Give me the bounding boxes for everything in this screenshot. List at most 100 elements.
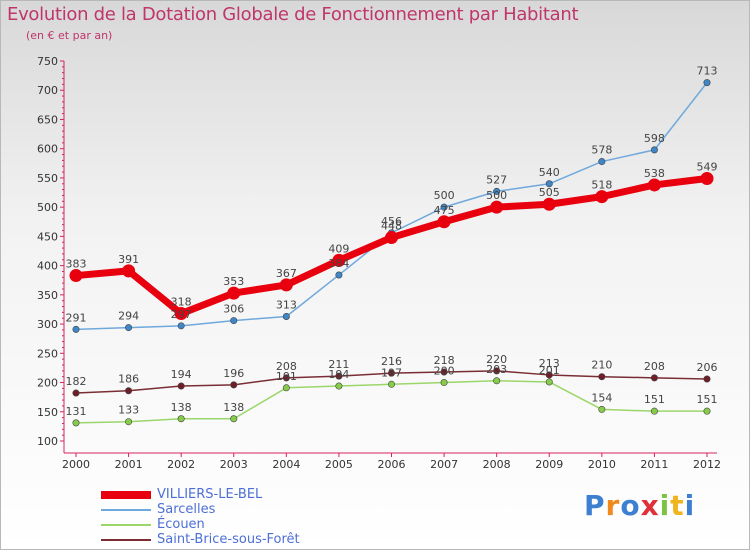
data-label: 154 xyxy=(591,391,612,404)
legend-swatch xyxy=(101,523,151,526)
data-label: 294 xyxy=(118,310,139,323)
data-label: 538 xyxy=(644,167,665,180)
data-point xyxy=(122,264,136,278)
data-point xyxy=(650,374,658,382)
data-point xyxy=(282,384,290,392)
data-label: 713 xyxy=(697,65,718,78)
data-point xyxy=(335,372,343,380)
legend-label: VILLIERS-LE-BEL xyxy=(157,487,263,502)
data-point xyxy=(493,367,501,375)
data-label: 500 xyxy=(434,189,455,202)
data-label: 151 xyxy=(697,393,718,406)
data-point xyxy=(545,180,553,188)
data-label: 391 xyxy=(118,253,139,266)
data-point xyxy=(174,307,188,321)
data-label: 549 xyxy=(697,161,718,174)
y-tick-label: 400 xyxy=(37,260,58,273)
x-tick-label: 2003 xyxy=(220,458,248,471)
x-tick-label: 2002 xyxy=(167,458,195,471)
data-label: 186 xyxy=(118,373,139,386)
x-tick-label: 2009 xyxy=(535,458,563,471)
x-tick-label: 2006 xyxy=(378,458,406,471)
y-tick-label: 650 xyxy=(37,113,58,126)
x-tick-label: 2007 xyxy=(430,458,458,471)
data-label: 194 xyxy=(171,368,192,381)
data-point xyxy=(542,197,556,211)
chart-subtitle: (en € et par an) xyxy=(26,29,113,42)
data-point xyxy=(230,317,238,325)
data-label: 383 xyxy=(66,258,87,271)
logo-letter: P xyxy=(584,489,606,522)
legend-swatch xyxy=(101,508,151,511)
data-label: 598 xyxy=(644,132,665,145)
x-tick-label: 2005 xyxy=(325,458,353,471)
data-label: 196 xyxy=(223,367,244,380)
legend-item: Sarcelles xyxy=(101,502,300,517)
y-tick-label: 500 xyxy=(37,201,58,214)
data-point xyxy=(650,146,658,154)
data-label: 540 xyxy=(539,166,560,179)
logo-letter: t xyxy=(670,489,685,522)
legend-label: Sarcelles xyxy=(157,502,216,517)
data-point xyxy=(125,387,133,395)
data-label: 475 xyxy=(434,204,455,217)
y-tick-label: 200 xyxy=(37,377,58,390)
x-tick-label: 2011 xyxy=(640,458,668,471)
data-point xyxy=(647,178,661,192)
data-label: 211 xyxy=(328,358,349,371)
logo-letter: i xyxy=(659,489,671,522)
data-label: 131 xyxy=(66,405,87,418)
data-point xyxy=(700,172,714,186)
data-point xyxy=(650,407,658,415)
data-point xyxy=(72,325,80,333)
data-label: 210 xyxy=(591,359,612,372)
x-tick-label: 2001 xyxy=(115,458,143,471)
data-label: 203 xyxy=(486,363,507,376)
y-tick-label: 450 xyxy=(37,230,58,243)
x-tick-label: 2000 xyxy=(62,458,90,471)
data-point xyxy=(387,380,395,388)
y-tick-label: 100 xyxy=(37,435,58,448)
data-point xyxy=(598,373,606,381)
data-label: 220 xyxy=(486,353,507,366)
proxiti-logo: Proxiti xyxy=(584,489,695,522)
data-point xyxy=(595,190,609,204)
data-label: 201 xyxy=(539,364,560,377)
data-label: 213 xyxy=(539,357,560,370)
data-label: 353 xyxy=(223,275,244,288)
data-label: 191 xyxy=(276,370,297,383)
data-point xyxy=(598,405,606,413)
data-point xyxy=(177,322,185,330)
data-label: 500 xyxy=(486,189,507,202)
data-point xyxy=(545,378,553,386)
legend-label: Saint-Brice-sous-Forêt xyxy=(157,532,300,547)
logo-letter: x xyxy=(640,489,660,522)
data-point xyxy=(703,79,711,87)
data-label: 578 xyxy=(591,144,612,157)
y-tick-label: 300 xyxy=(37,318,58,331)
data-point xyxy=(440,379,448,387)
data-point xyxy=(177,382,185,390)
y-tick-label: 700 xyxy=(37,84,58,97)
data-label: 313 xyxy=(276,298,297,311)
data-point xyxy=(440,203,448,211)
data-label: 291 xyxy=(66,311,87,324)
data-point xyxy=(545,371,553,379)
data-point xyxy=(279,278,293,292)
data-label: 216 xyxy=(381,355,402,368)
logo-letter: o xyxy=(620,489,641,522)
data-label: 518 xyxy=(591,179,612,192)
data-label: 133 xyxy=(118,404,139,417)
data-point xyxy=(387,369,395,377)
data-point xyxy=(282,312,290,320)
y-tick-label: 600 xyxy=(37,143,58,156)
data-point xyxy=(69,269,83,283)
data-label: 218 xyxy=(434,354,455,367)
data-label: 206 xyxy=(697,361,718,374)
data-point xyxy=(598,158,606,166)
legend-item: VILLIERS-LE-BEL xyxy=(101,487,300,502)
data-label: 208 xyxy=(276,360,297,373)
legend: VILLIERS-LE-BEL Sarcelles Écouen Saint-Bric… xyxy=(101,487,300,547)
data-point xyxy=(493,187,501,195)
